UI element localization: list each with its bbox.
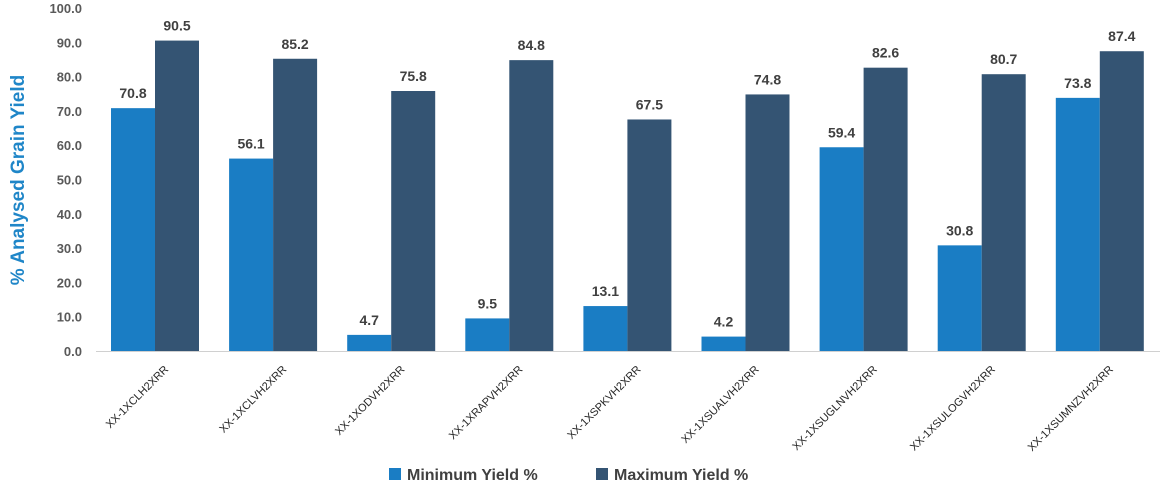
x-axis-categories: XX-1XCLH2XRR XX-1XCLVH2XRR XX-1XODVH2XRR XX…	[104, 364, 1116, 454]
y-axis-title: % Analysed Grain Yield	[8, 75, 29, 285]
bar-maximum	[627, 119, 672, 351]
x-category-label: XX-1XRAPVH2XRR	[447, 364, 526, 443]
bar-maximum	[155, 40, 199, 352]
bar-maximum	[981, 74, 1026, 351]
legend-label-maximum: Maximum Yield %	[614, 467, 748, 484]
data-label-minimum: 30.8	[946, 222, 973, 238]
y-tick-label: 80.0	[57, 70, 82, 85]
y-tick-label: 70.0	[57, 104, 82, 119]
x-category-label: XX-1XSUGLNVH2XRR	[790, 364, 879, 453]
legend: Minimum Yield % Maximum Yield %	[389, 467, 748, 484]
bar-maximum	[1099, 51, 1144, 352]
y-tick-label: 50.0	[57, 173, 82, 188]
legend-swatch-maximum	[596, 468, 608, 480]
data-label-minimum: 70.8	[119, 85, 146, 101]
x-category-label: XX-1XSUMNZVH2XRR	[1026, 364, 1116, 454]
data-label-maximum: 87.4	[1108, 28, 1135, 44]
data-labels: 70.8 90.5 56.1 85.2 4.7 75.8 9.5 84.8 13.1 67.5 4.…	[119, 18, 1135, 330]
y-tick-label: 40.0	[57, 207, 82, 222]
y-tick-label: 30.0	[57, 241, 82, 256]
y-tick-label: 60.0	[57, 138, 82, 153]
legend-swatch-minimum	[389, 468, 401, 480]
data-label-minimum: 4.2	[714, 314, 734, 330]
x-category-label: XX-1XODVH2XRR	[333, 364, 407, 438]
bar-minimum	[229, 158, 274, 351]
bar-minimum	[347, 334, 392, 351]
y-tick-label: 20.0	[57, 275, 82, 290]
data-label-minimum: 9.5	[478, 295, 498, 311]
data-label-maximum: 74.8	[754, 71, 781, 87]
x-category-label: XX-1XCLVH2XRR	[217, 364, 289, 436]
data-label-maximum: 85.2	[281, 36, 308, 52]
bar-minimum	[819, 147, 864, 351]
bar-minimum	[111, 108, 155, 351]
data-label-maximum: 75.8	[400, 68, 427, 84]
data-label-maximum: 90.5	[163, 18, 190, 34]
data-label-maximum: 80.7	[990, 51, 1017, 67]
data-label-minimum: 4.7	[359, 312, 379, 328]
x-category-label: XX-1XSULOGVH2XRR	[908, 364, 998, 454]
bar-minimum	[701, 336, 746, 351]
bar-minimum	[583, 306, 628, 351]
bar-maximum	[863, 67, 908, 351]
y-tick-label: 90.0	[57, 35, 82, 50]
legend-label-minimum: Minimum Yield %	[407, 467, 538, 484]
x-category-label: XX-1XSPKVH2XRR	[565, 364, 643, 442]
bar-maximum	[509, 60, 554, 352]
data-label-minimum: 56.1	[237, 136, 264, 152]
data-label-minimum: 73.8	[1064, 75, 1091, 91]
bar-minimum	[937, 245, 982, 351]
data-label-maximum: 82.6	[872, 45, 899, 61]
data-label-minimum: 59.4	[828, 124, 855, 140]
x-category-label: XX-1XCLH2XRR	[104, 364, 171, 431]
bar-maximum	[391, 91, 436, 352]
y-tick-label: 100.0	[49, 1, 82, 16]
y-tick-label: 10.0	[57, 310, 82, 325]
data-label-maximum: 84.8	[518, 37, 545, 53]
bar-minimum	[1055, 97, 1100, 351]
y-tick-label: 0.0	[64, 344, 82, 359]
data-label-maximum: 67.5	[636, 96, 663, 112]
data-label-minimum: 13.1	[592, 283, 619, 299]
y-axis-ticks: 0.0 10.0 20.0 30.0 40.0 50.0 60.0 70.0 80.0 90.0 1…	[49, 1, 82, 359]
bar-minimum	[465, 318, 510, 351]
x-category-label: XX-1XSUALVH2XRR	[679, 364, 761, 446]
bar-maximum	[745, 94, 790, 351]
bars	[111, 40, 1144, 352]
bar-maximum	[273, 58, 318, 351]
